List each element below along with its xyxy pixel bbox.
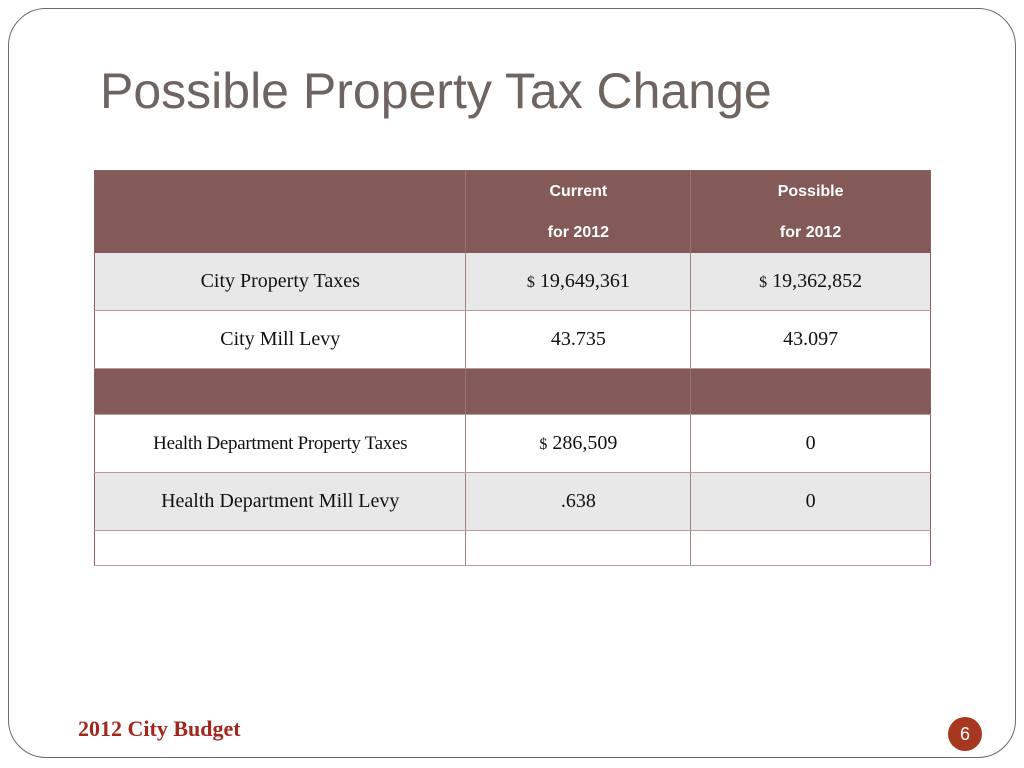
row-current-value <box>465 530 692 566</box>
row-label: Health Department Mill Levy <box>94 472 467 531</box>
header-possible-line1: Possible <box>777 183 844 200</box>
row-label: Health Department Property Taxes <box>94 414 467 473</box>
table-row: City Mill Levy 43.735 43.097 <box>94 310 931 369</box>
header-cell-possible: Possible for 2012 <box>690 170 931 253</box>
row-current-value: .638 <box>465 472 692 531</box>
row-current-value: 43.735 <box>465 310 692 369</box>
table-header-row: Current for 2012 Possible for 2012 <box>94 170 931 253</box>
row-possible-value: 0 <box>690 414 931 473</box>
currency-symbol: $ <box>759 274 768 291</box>
row-label: City Property Taxes <box>94 253 467 311</box>
header-cell-current: Current for 2012 <box>465 170 692 253</box>
table-empty-row <box>94 530 931 566</box>
row-current-value <box>465 368 692 415</box>
row-possible-value <box>690 530 931 566</box>
header-current-line1: Current <box>549 183 608 200</box>
currency-symbol: $ <box>526 274 535 291</box>
table-row: Health Department Property Taxes $286,50… <box>94 414 931 473</box>
row-possible-value: $19,362,852 <box>690 253 931 311</box>
table-row: City Property Taxes $19,649,361 $19,362,… <box>94 253 931 311</box>
page-number-badge: 6 <box>948 717 982 751</box>
row-label <box>94 368 467 415</box>
row-current-value: $286,509 <box>465 414 692 473</box>
row-label: City Mill Levy <box>94 310 467 369</box>
slide-title: Possible Property Tax Change <box>100 63 772 119</box>
row-possible-value: 0 <box>690 472 931 531</box>
header-cell-label <box>94 170 467 253</box>
row-current-value: $19,649,361 <box>465 253 692 311</box>
property-tax-table: Current for 2012 Possible for 2012 City … <box>94 170 931 566</box>
header-current-line2: for 2012 <box>547 224 610 241</box>
row-label <box>94 530 467 566</box>
slide-footer: 2012 City Budget <box>78 716 241 741</box>
table-row: Health Department Mill Levy .638 0 <box>94 472 931 531</box>
table-separator-row <box>94 368 931 415</box>
currency-symbol: $ <box>539 436 548 453</box>
header-possible-line2: for 2012 <box>779 224 842 241</box>
row-possible-value: 43.097 <box>690 310 931 369</box>
row-possible-value <box>690 368 931 415</box>
